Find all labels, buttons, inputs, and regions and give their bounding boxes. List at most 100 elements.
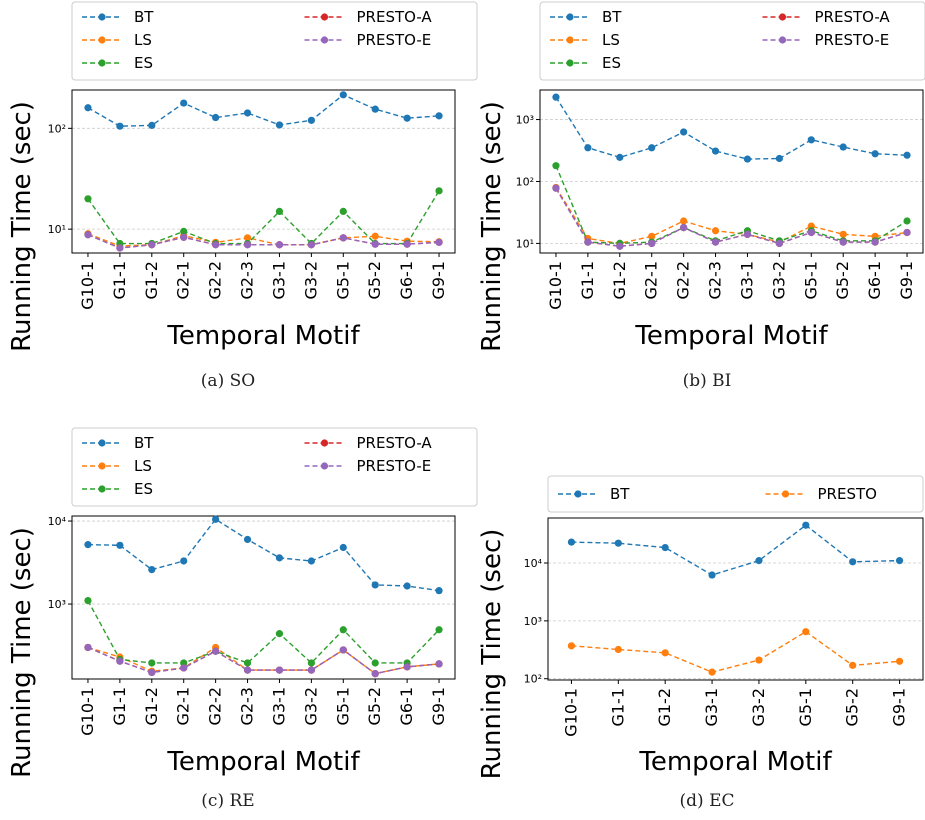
data-point — [839, 238, 847, 246]
data-point — [403, 582, 411, 590]
data-point — [614, 645, 622, 654]
legend-label: PRESTO — [818, 485, 877, 503]
data-point — [708, 571, 716, 579]
data-point — [614, 539, 622, 547]
x-tick-label: G10-1 — [546, 261, 565, 310]
data-point — [307, 557, 315, 565]
x-axis-title: Temporal Motif — [634, 321, 828, 351]
x-axis-title: Temporal Motif — [166, 321, 360, 351]
x-tick-label: G1-1 — [608, 688, 627, 727]
series-ls — [552, 183, 911, 248]
series-line — [87, 600, 440, 664]
data-point — [148, 121, 156, 129]
legend-entry: PRESTO-A — [304, 434, 432, 452]
x-tick-label: G1-2 — [142, 261, 161, 300]
series-line — [555, 187, 908, 247]
x-tick-label: G9-1 — [429, 261, 448, 300]
data-point — [849, 558, 857, 566]
plot-frame — [71, 89, 456, 254]
data-point — [116, 657, 124, 665]
legend-entry: PRESTO-E — [762, 31, 889, 49]
legend-label: PRESTO-A — [357, 8, 433, 26]
data-point — [371, 581, 379, 589]
data-point — [371, 240, 379, 248]
data-point — [802, 521, 810, 529]
data-point — [871, 238, 879, 246]
legend-marker — [566, 13, 574, 21]
series-line — [87, 518, 440, 592]
series-line — [555, 165, 908, 245]
series-bt — [567, 521, 904, 579]
data-point — [708, 668, 716, 676]
legend-marker — [778, 36, 787, 44]
x-tick-label: G2-2 — [674, 261, 693, 300]
data-point — [148, 565, 156, 574]
y-axis-title: Running Time (sec) — [7, 527, 37, 778]
data-point — [711, 147, 720, 155]
data-point — [584, 144, 592, 152]
x-tick-label: G10-1 — [78, 261, 97, 310]
data-point — [755, 557, 763, 565]
legend-label: BT — [602, 8, 622, 26]
series-presto-a — [552, 184, 911, 250]
legend-marker — [320, 439, 329, 447]
legend-entry: ES — [82, 54, 153, 72]
data-point — [895, 657, 904, 665]
series-line — [87, 234, 440, 249]
chart-panel: 10³ 10⁴ G10-1 G1-1 G1-2 G2-1 G2-2 G2-3 G3-1 G3-2 G… — [7, 427, 478, 811]
legend-marker — [320, 13, 329, 21]
data-point — [148, 668, 156, 677]
data-point — [849, 661, 857, 669]
data-point — [552, 93, 560, 101]
x-tick-label: G9-1 — [429, 687, 448, 726]
legend-marker — [320, 462, 329, 470]
x-tick-label: G2-1 — [174, 687, 193, 726]
data-point — [84, 195, 92, 203]
data-point — [661, 649, 669, 657]
series-line — [555, 96, 908, 160]
series-presto — [567, 628, 904, 676]
plot-frame — [547, 517, 924, 681]
x-axis-title: Temporal Motif — [638, 747, 832, 777]
series-presto-e — [84, 643, 443, 678]
plot-frame — [539, 89, 924, 254]
x-tick-label: G1-1 — [578, 261, 597, 300]
data-point — [243, 666, 252, 674]
data-point — [680, 223, 688, 232]
data-point — [371, 105, 379, 113]
data-point — [339, 234, 347, 242]
legend-label: BT — [134, 8, 154, 26]
data-point — [148, 659, 156, 667]
x-tick-label: G2-2 — [206, 261, 225, 300]
data-point — [180, 233, 188, 241]
x-tick-label: G1-1 — [110, 261, 129, 300]
legend-label: PRESTO-E — [357, 457, 432, 475]
x-tick-label: G1-2 — [142, 687, 161, 726]
data-point — [275, 121, 284, 129]
y-axis-title: Running Time (sec) — [477, 529, 507, 780]
x-tick-label: G3-1 — [737, 261, 756, 300]
data-point — [84, 231, 92, 239]
x-tick-label: G2-3 — [706, 261, 725, 300]
x-axis-title: Temporal Motif — [166, 747, 360, 777]
data-point — [648, 239, 656, 248]
legend-entry: BT — [550, 8, 622, 26]
series-line — [87, 646, 440, 675]
data-point — [435, 112, 443, 120]
legend-label: ES — [602, 54, 621, 72]
data-point — [275, 630, 284, 638]
legend-marker — [98, 439, 106, 447]
legend-entry: PRESTO-E — [304, 457, 432, 475]
data-point — [743, 155, 752, 163]
data-point — [435, 587, 443, 595]
series-presto-e — [84, 231, 443, 252]
data-point — [903, 217, 911, 225]
data-point — [567, 538, 576, 546]
subfigure-caption: (a) SO — [201, 371, 255, 391]
data-point — [711, 238, 720, 246]
y-tick-label: 10⁴ — [524, 557, 543, 570]
data-point — [243, 535, 252, 544]
data-point — [339, 543, 347, 552]
legend-label: BT — [610, 485, 630, 503]
x-tick-label: G5-1 — [333, 687, 352, 726]
